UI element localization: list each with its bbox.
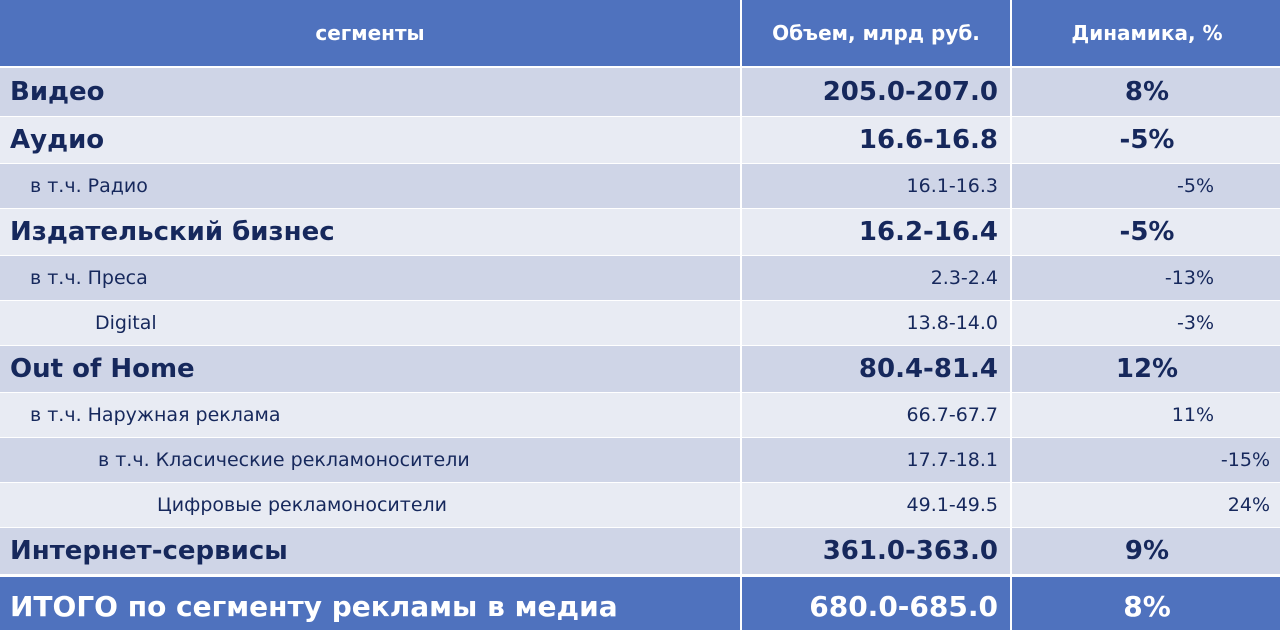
table-row: Видео 205.0-207.0 8%	[0, 68, 1280, 117]
dynamics: 12%	[1012, 346, 1280, 393]
table-row: в т.ч. Наружная реклама 66.7-67.7 11%	[0, 393, 1280, 438]
dynamics: -3%	[1012, 301, 1280, 346]
table-row: в т.ч. Радио 16.1-16.3 -5%	[0, 164, 1280, 209]
dynamics: 24%	[1012, 483, 1280, 528]
segment-name: Digital	[0, 301, 740, 346]
table-body: Видео 205.0-207.0 8% Аудио 16.6-16.8 -5% в т.ч…	[0, 68, 1280, 630]
volume: 205.0-207.0	[742, 68, 1010, 117]
dynamics: -5%	[1012, 164, 1280, 209]
dynamics: -5%	[1012, 209, 1280, 256]
volume: 16.6-16.8	[742, 117, 1010, 164]
volume: 80.4-81.4	[742, 346, 1010, 393]
volume: 361.0-363.0	[742, 528, 1010, 575]
dynamics: 8%	[1012, 575, 1280, 630]
segment-name: в т.ч. Наружная реклама	[0, 393, 740, 438]
segment-name: в т.ч. Преса	[0, 256, 740, 301]
volume: 66.7-67.7	[742, 393, 1010, 438]
segment-name: Out of Home	[0, 346, 740, 393]
table-row: Аудио 16.6-16.8 -5%	[0, 117, 1280, 164]
dynamics: 11%	[1012, 393, 1280, 438]
table-row: в т.ч. Преса 2.3-2.4 -13%	[0, 256, 1280, 301]
table-row: Интернет-сервисы 361.0-363.0 9%	[0, 528, 1280, 575]
volume: 16.2-16.4	[742, 209, 1010, 256]
table-row: ИТОГО по сегменту рекламы в медиа 680.0-6…	[0, 575, 1280, 630]
volume: 17.7-18.1	[742, 438, 1010, 483]
dynamics: -15%	[1012, 438, 1280, 483]
segment-name: Видео	[0, 68, 740, 117]
header-cell: Объем, млрд руб.	[742, 0, 1010, 68]
dynamics: 9%	[1012, 528, 1280, 575]
dynamics: -13%	[1012, 256, 1280, 301]
segment-name: Интернет-сервисы	[0, 528, 740, 575]
header-cell: сегменты	[0, 0, 740, 68]
volume: 16.1-16.3	[742, 164, 1010, 209]
table-row: Издательский бизнес 16.2-16.4 -5%	[0, 209, 1280, 256]
segment-name: в т.ч. Класические рекламоносители	[0, 438, 740, 483]
volume: 49.1-49.5	[742, 483, 1010, 528]
table-row: Digital 13.8-14.0 -3%	[0, 301, 1280, 346]
segment-name: Издательский бизнес	[0, 209, 740, 256]
segment-name: Цифровые рекламоносители	[0, 483, 740, 528]
volume: 13.8-14.0	[742, 301, 1010, 346]
segment-name: ИТОГО по сегменту рекламы в медиа	[0, 575, 740, 630]
table-row: Цифровые рекламоносители 49.1-49.5 24%	[0, 483, 1280, 528]
dynamics: 8%	[1012, 68, 1280, 117]
table-row: Out of Home 80.4-81.4 12%	[0, 346, 1280, 393]
volume: 2.3-2.4	[742, 256, 1010, 301]
volume: 680.0-685.0	[742, 575, 1010, 630]
dynamics: -5%	[1012, 117, 1280, 164]
header-cell: Динамика, %	[1012, 0, 1280, 68]
segment-name: Аудио	[0, 117, 740, 164]
table-row: в т.ч. Класические рекламоносители 17.7-1…	[0, 438, 1280, 483]
header-row: сегменты Объем, млрд руб. Динамика, %	[0, 0, 1280, 68]
segment-name: в т.ч. Радио	[0, 164, 740, 209]
